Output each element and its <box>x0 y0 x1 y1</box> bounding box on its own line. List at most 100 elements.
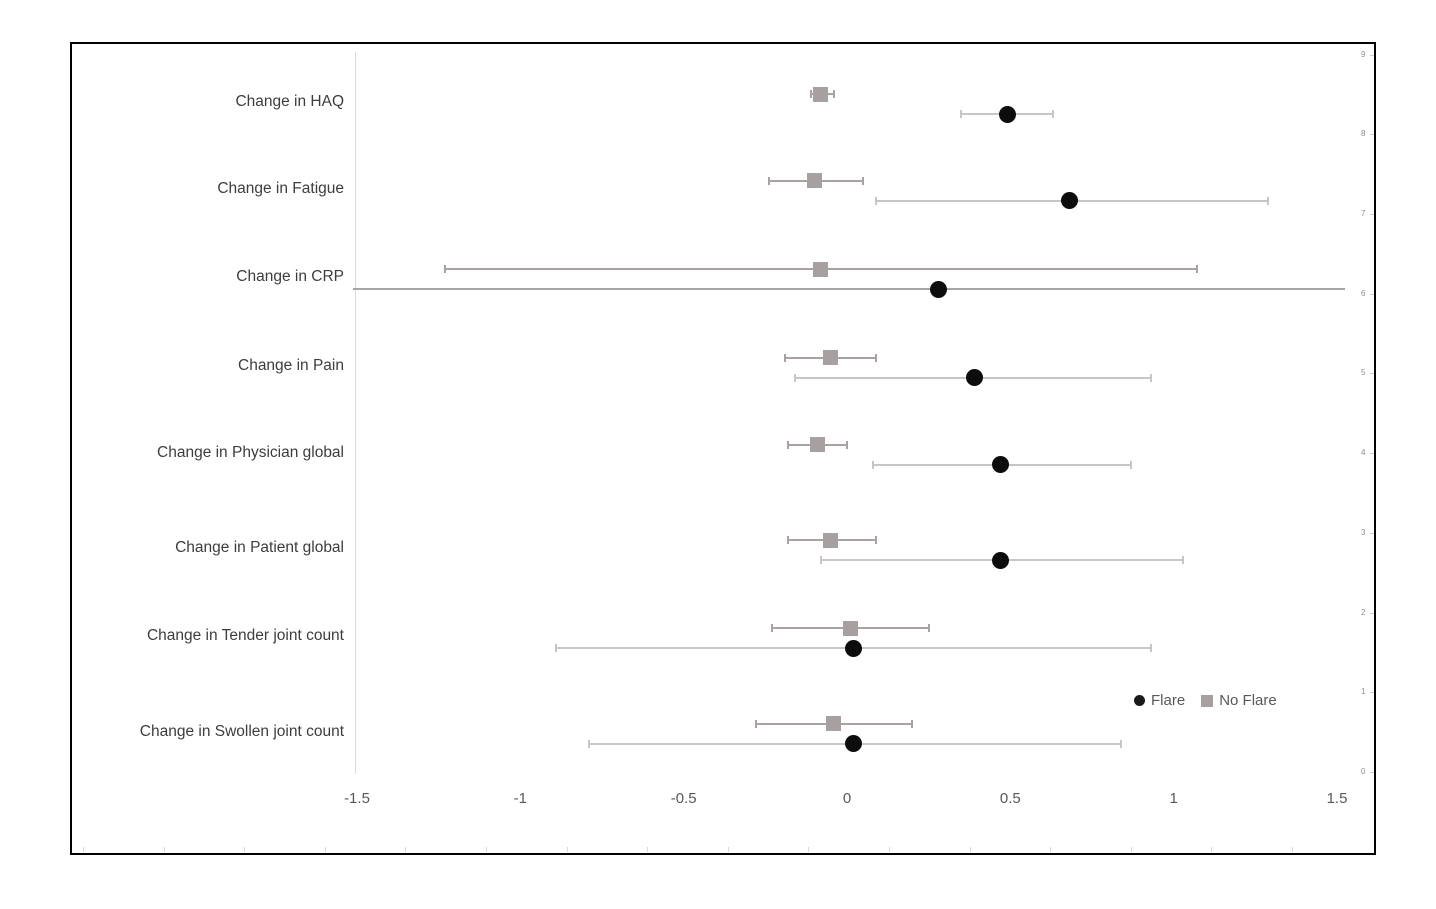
flare-error-cap <box>1149 373 1152 382</box>
right-axis-tick <box>1370 134 1374 136</box>
right-axis-tick <box>1370 54 1374 56</box>
bottom-axis-tick <box>728 847 729 852</box>
no-flare-error-cap <box>832 90 835 98</box>
flare-error-cap <box>1051 110 1054 118</box>
right-axis-tick-label: 2 <box>1361 607 1366 617</box>
bottom-axis-tick <box>405 847 406 852</box>
flare-error-cap <box>1120 739 1123 748</box>
flare-marker <box>998 105 1016 123</box>
flare-marker <box>845 639 863 657</box>
flare-marker <box>929 280 947 298</box>
bottom-axis-tick <box>486 847 487 852</box>
no-flare-error-cap <box>875 536 878 544</box>
flare-error-cap <box>555 644 558 652</box>
right-axis-tick-label: 5 <box>1361 368 1366 378</box>
no-flare-marker <box>826 716 842 731</box>
no-flare-marker <box>810 437 826 452</box>
bottom-axis-tick <box>1050 847 1051 852</box>
bottom-axis-tick <box>647 847 648 852</box>
flare-marker <box>992 456 1010 473</box>
flare-circle-icon <box>1134 695 1145 706</box>
x-axis-tick-label: 0 <box>842 790 852 807</box>
x-axis-tick-label: -1.5 <box>344 790 370 807</box>
flare-error-cap <box>875 196 878 205</box>
bottom-axis-tick <box>970 847 971 852</box>
category-label: Change in HAQ <box>235 93 344 110</box>
right-axis-tick-label: 0 <box>1361 767 1366 776</box>
bottom-axis-tick <box>1131 847 1132 852</box>
chart-legend: Flare No Flare <box>1134 692 1277 709</box>
no-flare-square-icon <box>1201 694 1214 707</box>
category-label: Change in CRP <box>236 268 344 285</box>
legend-item-no-flare: No Flare <box>1201 692 1277 709</box>
no-flare-error-cap <box>770 624 773 632</box>
no-flare-marker <box>806 173 822 188</box>
right-axis-tick <box>1370 772 1374 773</box>
flare-marker <box>845 735 863 752</box>
flare-error-cap <box>587 739 590 748</box>
right-axis-tick-label: 9 <box>1361 49 1366 59</box>
no-flare-error-cap <box>444 265 447 273</box>
right-axis-tick <box>1370 612 1374 614</box>
right-axis-tick <box>1370 213 1374 215</box>
right-axis-tick-label: 7 <box>1361 208 1366 218</box>
flare-marker <box>1060 192 1078 209</box>
right-axis-tick <box>1370 293 1374 295</box>
chart-area: Change in HAQ Change in Fatigue Change in … <box>70 42 1376 855</box>
flare-marker <box>992 551 1010 569</box>
no-flare-marker <box>842 620 858 636</box>
bottom-axis-tick <box>1292 847 1293 852</box>
no-flare-error-cap <box>754 719 757 728</box>
no-flare-error-cap <box>783 353 786 362</box>
right-axis-tick-label: 8 <box>1361 129 1366 139</box>
plot-left-axis-line <box>355 52 356 774</box>
bottom-axis-tick <box>567 847 568 852</box>
right-axis-tick <box>1370 453 1374 455</box>
bottom-axis-tick <box>325 847 326 852</box>
x-axis-tick-label: -1 <box>513 790 527 807</box>
plot-area: Change in HAQ Change in Fatigue Change in … <box>72 44 1374 853</box>
bottom-axis-tick <box>164 847 165 852</box>
no-flare-error-cap <box>875 353 878 362</box>
flare-marker <box>965 369 983 386</box>
no-flare-marker <box>823 350 839 365</box>
bottom-axis-tick <box>889 847 890 852</box>
x-axis-tick-label: 1 <box>1169 790 1178 807</box>
no-flare-error-cap <box>767 176 770 185</box>
no-flare-error-cap <box>862 176 865 185</box>
x-axis-tick-label: 1.5 <box>1326 790 1348 807</box>
no-flare-marker <box>813 261 829 277</box>
no-flare-marker <box>813 86 829 102</box>
no-flare-error-cap <box>927 624 930 632</box>
right-axis-tick-label: 3 <box>1361 527 1366 537</box>
no-flare-error-cap <box>1195 265 1198 273</box>
legend-label-flare: Flare <box>1151 692 1186 709</box>
right-axis-tick <box>1370 692 1374 694</box>
flare-error-cap <box>1130 460 1133 469</box>
x-axis-tick-label: -0.5 <box>670 790 697 807</box>
category-label: Change in Pain <box>238 356 344 374</box>
bottom-axis-tick <box>244 847 245 852</box>
bottom-axis-tick <box>808 847 809 852</box>
right-axis-tick <box>1370 373 1374 375</box>
flare-error-cap <box>1267 196 1270 205</box>
right-axis-tick-label: 4 <box>1361 448 1366 458</box>
no-flare-error-cap <box>810 90 813 98</box>
flare-error-cap <box>960 110 963 118</box>
category-label: Change in Swollen joint count <box>139 722 344 740</box>
category-label: Change in Tender joint count <box>146 627 344 644</box>
category-label: Change in Patient global <box>175 539 344 556</box>
flare-error-bar <box>353 288 1345 290</box>
legend-item-flare: Flare <box>1134 692 1185 709</box>
right-axis-tick <box>1370 532 1374 534</box>
category-label: Change in Fatigue <box>217 179 344 197</box>
right-axis-tick-label: 6 <box>1361 288 1366 298</box>
flare-error-cap <box>793 373 796 382</box>
legend-label-no-flare: No Flare <box>1219 692 1277 709</box>
bottom-axis-tick <box>1211 847 1212 852</box>
no-flare-error-cap <box>787 536 790 544</box>
flare-error-cap <box>1182 556 1185 564</box>
category-label: Change in Physician global <box>157 443 344 461</box>
bottom-axis-tick <box>83 847 84 852</box>
